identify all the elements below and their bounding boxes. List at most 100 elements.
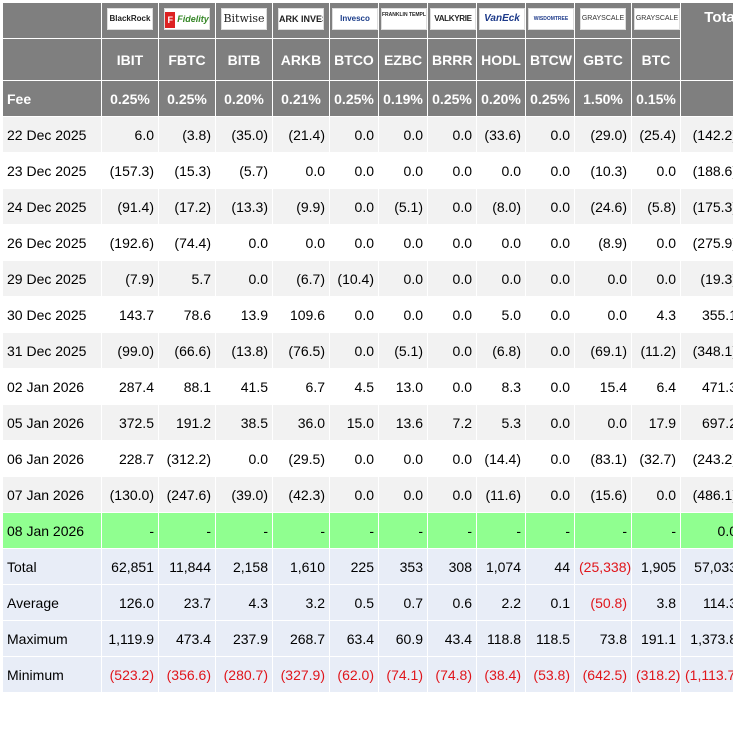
summary-row-total: Total 62,851 11,844 2,158 1,610 225 353 308 1,07… bbox=[3, 549, 733, 584]
ticker-header: FBTC bbox=[159, 39, 215, 80]
table-row: 08 Jan 2026-----------0.0 bbox=[3, 513, 733, 548]
summary-value-fbtc: (356.6) bbox=[159, 657, 215, 692]
ticker-header: BTC bbox=[632, 39, 680, 80]
flow-value-brrr: 0.0 bbox=[428, 153, 476, 188]
row-total: (188.6) bbox=[681, 153, 733, 188]
summary-total: (1,113.7) bbox=[681, 657, 733, 692]
summary-value-arkb: 3.2 bbox=[273, 585, 329, 620]
flow-value-gbtc: (8.9) bbox=[575, 225, 631, 260]
fee-cell: 0.21% bbox=[273, 81, 329, 116]
flow-value-gbtc: 0.0 bbox=[575, 405, 631, 440]
summary-total: 1,373.8 bbox=[681, 621, 733, 656]
table-row: 02 Jan 2026 287.4 88.1 41.5 6.7 4.5 13.0 0.0 8.3… bbox=[3, 369, 733, 404]
summary-value-btcw: 118.5 bbox=[526, 621, 574, 656]
flow-value-btcw: 0.0 bbox=[526, 189, 574, 224]
summary-value-ibit: 62,851 bbox=[102, 549, 158, 584]
summary-value-btc: 1,905 bbox=[632, 549, 680, 584]
summary-total: 57,033 bbox=[681, 549, 733, 584]
fee-cell: 0.25% bbox=[159, 81, 215, 116]
flow-value-arkb: (42.3) bbox=[273, 477, 329, 512]
table-row: 23 Dec 2025 (157.3) (15.3) (5.7) 0.0 0.0 0.0 0.… bbox=[3, 153, 733, 188]
row-date: 08 Jan 2026 bbox=[3, 513, 101, 548]
flow-value-brrr: 0.0 bbox=[428, 225, 476, 260]
flow-value-btcw: 0.0 bbox=[526, 153, 574, 188]
table-row: 29 Dec 2025 (7.9) 5.7 0.0 (6.7) (10.4) 0.0 0.0 0… bbox=[3, 261, 733, 296]
flow-value-fbtc: 88.1 bbox=[159, 369, 215, 404]
flow-value-hodl: 0.0 bbox=[477, 153, 525, 188]
flow-value-fbtc: (247.6) bbox=[159, 477, 215, 512]
table-row: 26 Dec 2025 (192.6) (74.4) 0.0 0.0 0.0 0.0 0.0 0… bbox=[3, 225, 733, 260]
flow-value-ezbc: 0.0 bbox=[379, 297, 427, 332]
flow-value-btco: 0.0 bbox=[330, 189, 378, 224]
flow-value-btc: 17.9 bbox=[632, 405, 680, 440]
valkyrie-logo: VALKYRIE bbox=[430, 8, 476, 30]
summary-value-btc: 191.1 bbox=[632, 621, 680, 656]
flow-value-ibit: (192.6) bbox=[102, 225, 158, 260]
flow-value-bitb: 0.0 bbox=[216, 225, 272, 260]
flow-value-arkb: 36.0 bbox=[273, 405, 329, 440]
flow-value-bitb: 41.5 bbox=[216, 369, 272, 404]
flow-value-btco: (10.4) bbox=[330, 261, 378, 296]
franklin-templeton-logo: FRANKLIN TEMPLETON bbox=[381, 8, 427, 30]
flow-value-ezbc: 0.0 bbox=[379, 477, 427, 512]
summary-value-ibit: 1,119.9 bbox=[102, 621, 158, 656]
flow-value-bitb: (13.3) bbox=[216, 189, 272, 224]
flow-value-fbtc: (15.3) bbox=[159, 153, 215, 188]
table-row: 05 Jan 2026 372.5 191.2 38.5 36.0 15.0 13.6 7.2… bbox=[3, 405, 733, 440]
summary-value-gbtc: (642.5) bbox=[575, 657, 631, 692]
flow-value-arkb: 0.0 bbox=[273, 153, 329, 188]
row-total: (486.1) bbox=[681, 477, 733, 512]
summary-value-btcw: 0.1 bbox=[526, 585, 574, 620]
total-column-header: Total bbox=[681, 3, 733, 80]
flow-value-ezbc: (5.1) bbox=[379, 333, 427, 368]
flow-value-gbtc: (24.6) bbox=[575, 189, 631, 224]
flow-value-btco: 0.0 bbox=[330, 441, 378, 476]
flow-value-arkb: 109.6 bbox=[273, 297, 329, 332]
row-total: (175.3) bbox=[681, 189, 733, 224]
flow-value-ibit: (91.4) bbox=[102, 189, 158, 224]
flow-value-brrr: 0.0 bbox=[428, 441, 476, 476]
summary-value-ezbc: 353 bbox=[379, 549, 427, 584]
table-row: 22 Dec 2025 6.0 (3.8) (35.0) (21.4) 0.0 0.0 0.0… bbox=[3, 117, 733, 152]
flow-value-gbtc: (29.0) bbox=[575, 117, 631, 152]
flow-value-ezbc: - bbox=[379, 513, 427, 548]
flow-value-arkb: 0.0 bbox=[273, 225, 329, 260]
summary-row-minimum: Minimum (523.2) (356.6) (280.7) (327.9) (62.0… bbox=[3, 657, 733, 692]
ticker-corner-cell bbox=[3, 39, 101, 80]
summary-value-hodl: 1,074 bbox=[477, 549, 525, 584]
row-total: (348.1) bbox=[681, 333, 733, 368]
fee-cell: 0.15% bbox=[632, 81, 680, 116]
summary-label: Total bbox=[3, 549, 101, 584]
flow-value-btco: 0.0 bbox=[330, 333, 378, 368]
flow-value-brrr: 0.0 bbox=[428, 333, 476, 368]
summary-value-bitb: 4.3 bbox=[216, 585, 272, 620]
flow-value-btcw: 0.0 bbox=[526, 441, 574, 476]
ticker-row: IBIT FBTC BITB ARKB BTCO EZBC BRRR HODL … bbox=[3, 39, 733, 80]
flow-value-hodl: 0.0 bbox=[477, 225, 525, 260]
table-row: 24 Dec 2025 (91.4) (17.2) (13.3) (9.9) 0.0 (5.… bbox=[3, 189, 733, 224]
summary-value-btc: 3.8 bbox=[632, 585, 680, 620]
flow-value-btc: 0.0 bbox=[632, 477, 680, 512]
flow-value-btcw: 0.0 bbox=[526, 117, 574, 152]
flow-value-arkb: (29.5) bbox=[273, 441, 329, 476]
fee-cell: 0.25% bbox=[428, 81, 476, 116]
row-date: 07 Jan 2026 bbox=[3, 477, 101, 512]
flow-value-btco: 4.5 bbox=[330, 369, 378, 404]
flow-value-brrr: 0.0 bbox=[428, 477, 476, 512]
fee-row: Fee 0.25% 0.25% 0.20% 0.21% 0.25% 0.19% … bbox=[3, 81, 733, 116]
flow-value-btco: 0.0 bbox=[330, 117, 378, 152]
ticker-header: EZBC bbox=[379, 39, 427, 80]
flow-value-btc: (11.2) bbox=[632, 333, 680, 368]
flow-value-gbtc: 0.0 bbox=[575, 261, 631, 296]
flow-value-gbtc: - bbox=[575, 513, 631, 548]
flow-value-arkb: (6.7) bbox=[273, 261, 329, 296]
flow-value-btc: (5.8) bbox=[632, 189, 680, 224]
flow-value-hodl: 0.0 bbox=[477, 261, 525, 296]
summary-value-arkb: (327.9) bbox=[273, 657, 329, 692]
flow-value-ibit: - bbox=[102, 513, 158, 548]
flow-value-gbtc: (15.6) bbox=[575, 477, 631, 512]
flow-value-brrr: 0.0 bbox=[428, 369, 476, 404]
flow-value-ibit: 143.7 bbox=[102, 297, 158, 332]
